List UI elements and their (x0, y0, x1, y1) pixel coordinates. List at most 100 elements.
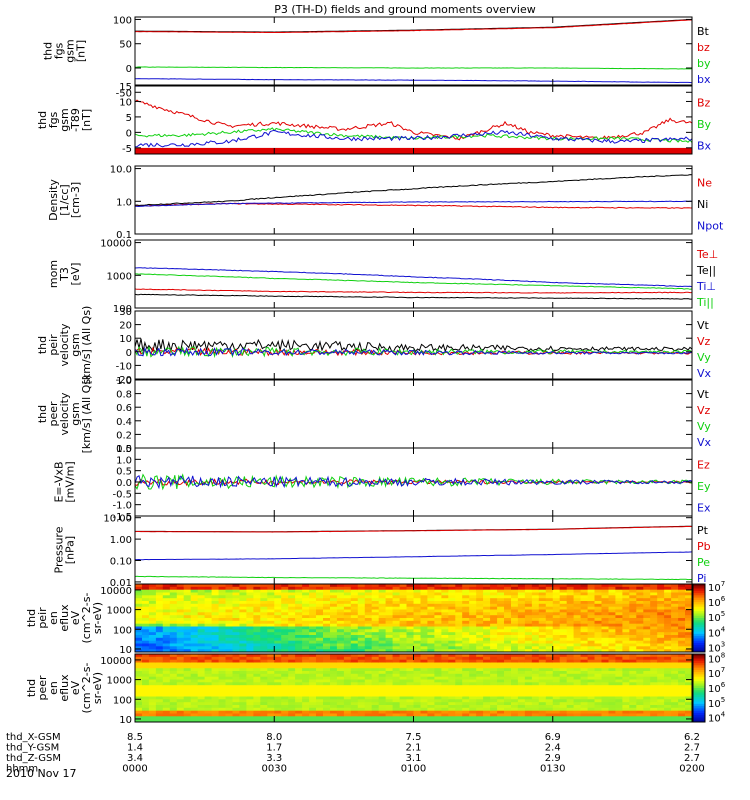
spectrogram-cell (246, 635, 254, 639)
y-axis-label: [km/s] (All Qs) (80, 306, 93, 385)
spectrogram-cell (483, 696, 491, 700)
spectrogram-cell (664, 609, 672, 613)
spectrogram-cell (253, 656, 261, 661)
spectrogram-cell (622, 609, 630, 613)
spectrogram-cell (378, 640, 387, 645)
spectrogram-cell (629, 659, 637, 664)
spectrogram-cell (142, 688, 150, 692)
spectrogram-cell (302, 609, 310, 613)
spectrogram-cell (685, 668, 692, 672)
spectrogram-cell (302, 693, 310, 698)
y-tick-label: -10 (116, 361, 132, 372)
spectrogram-cell (476, 589, 484, 594)
spectrogram-cell (517, 668, 526, 672)
spectrogram-cell (350, 654, 359, 658)
spectrogram-cell (155, 598, 164, 602)
spectrogram-cell (190, 606, 199, 611)
spectrogram-cell (274, 609, 282, 613)
spectrogram-cell (309, 676, 317, 681)
spectrogram-cell (399, 659, 408, 664)
spectrogram-cell (225, 707, 234, 712)
spectrogram-cell (190, 710, 199, 715)
spectrogram-cell (434, 606, 442, 611)
y-tick-label: 5 (126, 113, 132, 124)
spectrogram-cell (378, 668, 387, 672)
spectrogram-cell (524, 676, 533, 681)
spectrogram-cell (155, 586, 164, 591)
spectrogram-cell (671, 685, 679, 689)
series-line-te|| (135, 293, 692, 300)
spectrogram-cell (148, 584, 157, 588)
spectrogram-cell (399, 676, 408, 681)
spectrogram-cell (371, 665, 380, 669)
spectrogram-cell (643, 685, 651, 689)
spectrogram-cell (267, 626, 275, 630)
spectrogram-cell (413, 586, 422, 591)
spectrogram-cell (225, 606, 234, 611)
spectrogram-cell (511, 589, 519, 594)
spectrogram-cell (148, 719, 157, 722)
spectrogram-cell (295, 693, 303, 698)
spectrogram-cell (545, 595, 554, 599)
spectrogram-cell (162, 649, 171, 652)
spectrogram-cell (343, 620, 352, 625)
spectrogram-cell (427, 693, 435, 698)
spectrogram-cell (531, 635, 540, 639)
spectrogram-cell (218, 702, 227, 706)
spectrogram-cell (524, 584, 533, 588)
spectrogram-cell (183, 702, 192, 706)
spectrogram-cell (462, 592, 470, 596)
spectrogram-cell (490, 586, 498, 591)
legend-npot: Npot (697, 219, 724, 232)
spectrogram-cell (566, 673, 575, 678)
spectrogram-cell (336, 646, 345, 650)
spectrogram-cell (155, 665, 164, 669)
spectrogram-cell (622, 710, 630, 715)
spectrogram-cell (155, 609, 164, 613)
spectrogram-cell (316, 654, 324, 658)
spectrogram-cell (580, 643, 589, 647)
spectrogram-cell (135, 688, 143, 692)
spectrogram-cell (441, 618, 449, 622)
spectrogram-cell (678, 601, 686, 605)
spectrogram-cell (323, 690, 331, 695)
spectrogram-cell (281, 586, 289, 591)
spectrogram-cell (406, 643, 415, 647)
spectrogram-cell (392, 649, 401, 652)
spectrogram-cell (559, 673, 568, 678)
spectrogram-cell (580, 618, 589, 622)
spectrogram-cell (323, 586, 331, 591)
spectrogram-cell (211, 659, 220, 664)
spectrogram-cell (392, 713, 401, 717)
spectrogram-cell (239, 690, 247, 695)
spectrogram-cell (218, 665, 227, 669)
spectrogram-cell (246, 643, 254, 647)
spectrogram-cell (622, 713, 630, 717)
spectrogram-cell (281, 635, 289, 639)
spectrogram-cell (392, 646, 401, 650)
spectrogram-cell (385, 612, 394, 616)
spectrogram-cell (455, 673, 463, 678)
spectrogram-cell (295, 595, 303, 599)
spectrogram-cell (643, 640, 651, 645)
spectrogram-cell (316, 626, 324, 630)
spectrogram-cell (483, 668, 491, 672)
spectrogram-cell (413, 710, 422, 715)
spectrogram-cell (253, 632, 261, 636)
spectrogram-cell (650, 626, 658, 630)
legend-vz: Vz (697, 404, 711, 417)
spectrogram-cell (323, 592, 331, 596)
spectrogram-cell (587, 598, 596, 602)
spectrogram-cell (204, 690, 213, 695)
spectrogram-cell (650, 685, 658, 689)
spectrogram-cell (476, 598, 484, 602)
spectrogram-cell (350, 693, 359, 698)
spectrogram-cell (441, 707, 449, 712)
spectrogram-cell (316, 589, 324, 594)
spectrogram-cell (615, 654, 623, 658)
spectrogram-cell (685, 626, 692, 630)
spectrogram-cell (552, 685, 561, 689)
spectrogram-cell (316, 719, 324, 722)
spectrogram-cell (566, 682, 575, 686)
